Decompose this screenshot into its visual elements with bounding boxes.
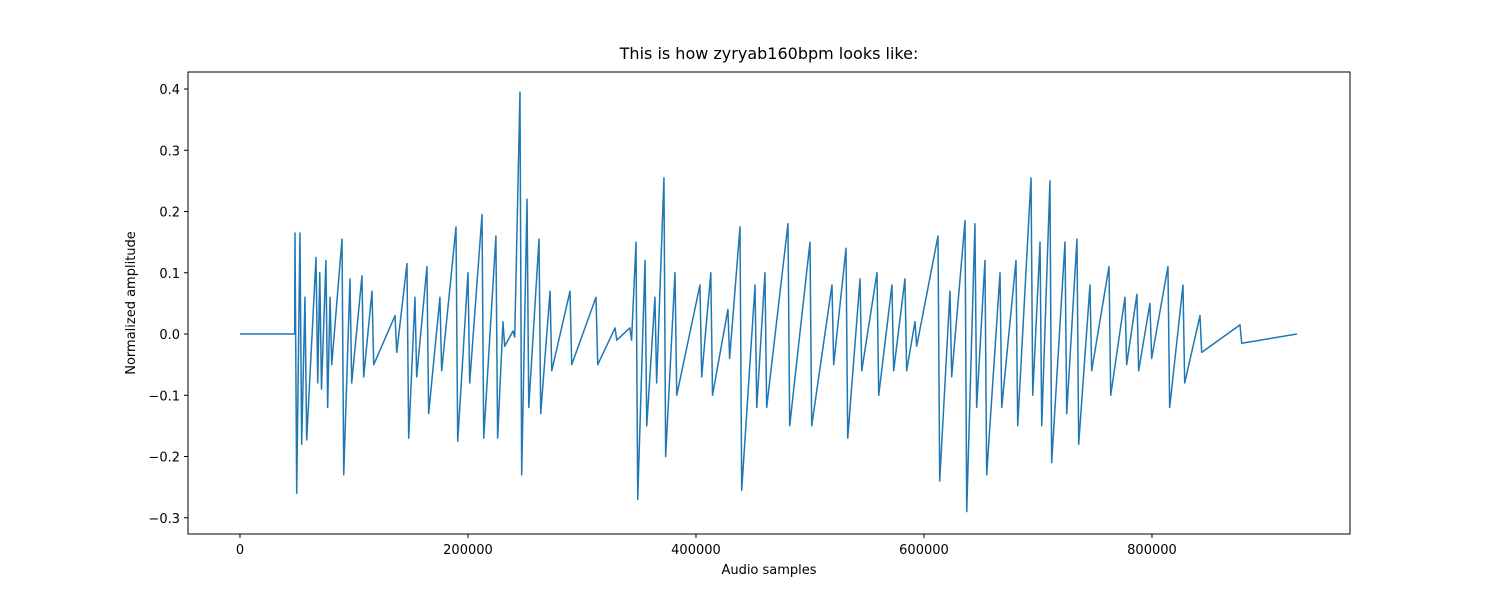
chart-title: This is how zyryab160bpm looks like: [619, 44, 919, 63]
y-tick-label: −0.1 [148, 389, 180, 404]
x-tick-label: 200000 [443, 543, 493, 558]
x-tick-label: 600000 [899, 543, 949, 558]
waveform-line [239, 91, 1298, 513]
y-tick-label: −0.2 [148, 451, 180, 466]
y-tick-label: 0.0 [159, 328, 180, 343]
plot-frame [187, 71, 1351, 535]
x-tick-label: 800000 [1127, 543, 1177, 558]
x-tick-label: 0 [236, 543, 244, 558]
x-axis-label: Audio samples [721, 563, 816, 578]
y-tick-label: −0.3 [148, 512, 180, 527]
y-tick-label: 0.4 [159, 83, 180, 98]
x-tick-label: 400000 [671, 543, 721, 558]
y-tick-label: 0.2 [159, 206, 180, 221]
y-axis-label: Normalized amplitude [124, 231, 139, 375]
y-tick-label: 0.3 [159, 144, 180, 159]
y-tick-label: 0.1 [159, 267, 180, 282]
